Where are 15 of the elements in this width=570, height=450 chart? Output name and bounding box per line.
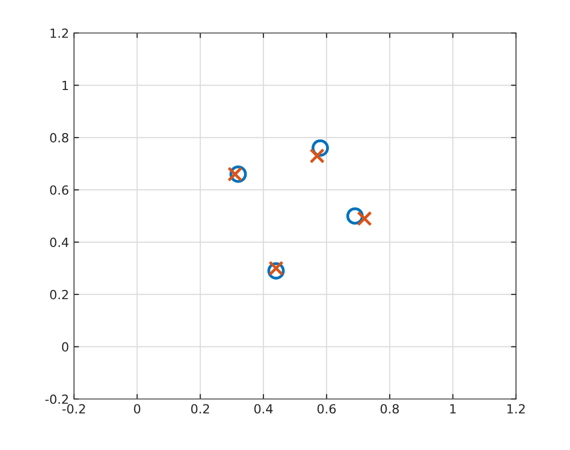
x-tick-label: 0 bbox=[134, 404, 140, 414]
y-tick-label: 0.8 bbox=[50, 133, 68, 142]
y-tick-label: 0.6 bbox=[50, 185, 68, 195]
y-tick-label: -0.2 bbox=[45, 394, 68, 404]
x-tick-label: 0.4 bbox=[254, 404, 273, 414]
x-tick-label: 0.6 bbox=[317, 404, 336, 414]
y-tick-label: 0.2 bbox=[50, 290, 68, 300]
y-tick-label: 1.2 bbox=[50, 28, 68, 38]
x-tick-label: 1.2 bbox=[507, 404, 525, 414]
x-tick-label: 1 bbox=[450, 404, 456, 414]
y-tick-label: 0 bbox=[62, 342, 68, 352]
y-tick-label: 1 bbox=[62, 80, 68, 90]
x-tick-label: 0.2 bbox=[191, 404, 209, 414]
y-tick-label: 0.4 bbox=[50, 238, 68, 248]
x-tick-label: 0.8 bbox=[380, 404, 399, 414]
